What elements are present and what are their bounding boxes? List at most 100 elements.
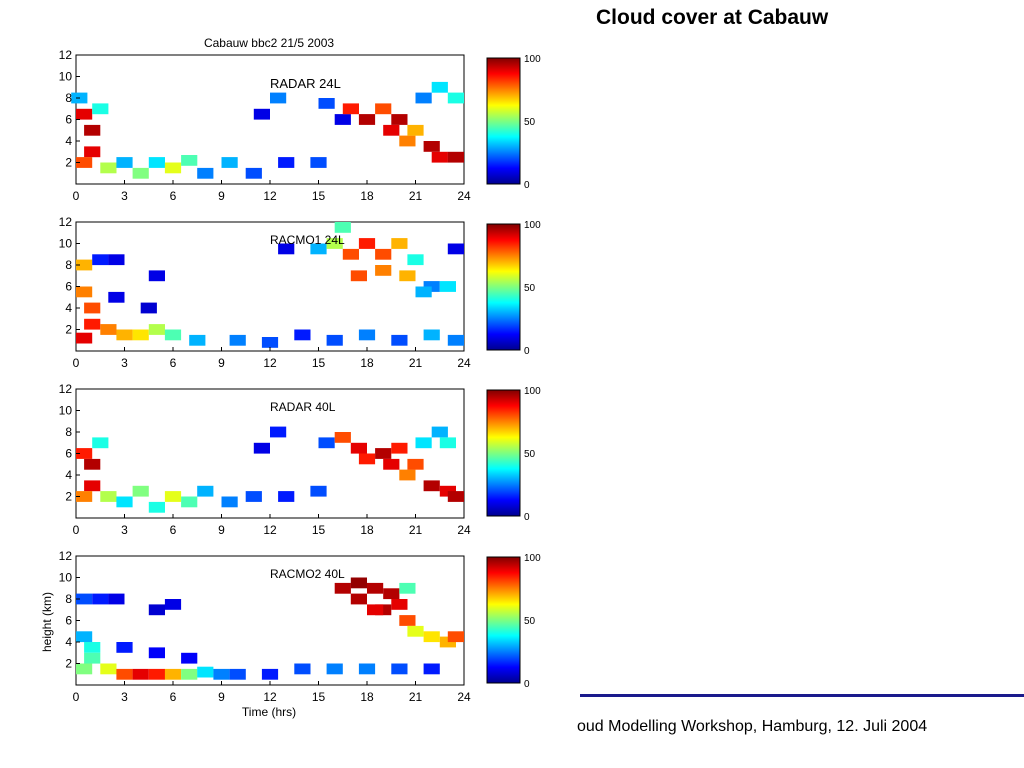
panel-3-label: RADAR 40L [270, 400, 336, 414]
colorbar-3: 100 50 0 [486, 386, 541, 523]
heatmap-cell [383, 124, 400, 136]
heatmap-cell [116, 668, 133, 680]
x-tick-label: 15 [312, 189, 326, 203]
heatmap-cell [132, 167, 149, 179]
y-tick-label: 10 [59, 70, 73, 84]
heatmap-cell [391, 663, 408, 675]
colorbar-4-tick-bottom: 0 [524, 679, 530, 690]
colorbar-1-tick-bottom: 0 [524, 180, 530, 191]
heatmap-cell [116, 496, 133, 508]
heatmap-cell [383, 458, 400, 470]
heatmap-cell [342, 103, 359, 115]
x-tick-label: 15 [312, 523, 326, 537]
x-tick-label: 3 [121, 189, 128, 203]
heatmap-cell [294, 663, 311, 675]
heatmap-cell [415, 286, 432, 298]
y-tick-label: 4 [65, 301, 72, 315]
heatmap-cell [100, 663, 117, 675]
heatmap-cell [108, 593, 125, 605]
heatmap-cell [318, 437, 335, 449]
heatmap-cell [108, 291, 125, 303]
heatmap-cell [197, 167, 214, 179]
x-tick-label: 9 [218, 189, 225, 203]
panel-1-label: RADAR 24L [270, 76, 341, 91]
heatmap-cell [92, 254, 109, 266]
heatmap-cell [391, 334, 408, 346]
heatmap-cell [423, 631, 440, 643]
x-tick-label: 21 [409, 189, 423, 203]
x-tick-label: 24 [457, 690, 471, 704]
colorbar-2-tick-mid: 50 [524, 283, 536, 294]
x-tick-label: 6 [170, 523, 177, 537]
y-tick-label: 4 [65, 134, 72, 148]
heatmap-cell [132, 668, 149, 680]
y-tick-label: 12 [59, 215, 73, 229]
y-axis-label: height (km) [40, 592, 54, 652]
heatmap-cell [334, 222, 351, 233]
heatmap-cell [358, 329, 376, 341]
heatmap-cell [116, 157, 133, 168]
x-tick-label: 18 [360, 189, 374, 203]
heatmap-cell [447, 151, 464, 163]
heatmap-cell [253, 108, 270, 120]
x-tick-label: 3 [121, 523, 128, 537]
colorbar-1-scale [486, 57, 521, 185]
panel-2-cells [76, 222, 464, 348]
y-tick-label: 2 [65, 490, 72, 504]
y-tick-label: 2 [65, 156, 72, 170]
heatmap-cell [375, 265, 392, 276]
heatmap-cell [140, 302, 157, 314]
panel-3-cells [76, 426, 464, 513]
heatmap-cell [108, 254, 125, 266]
heatmap-cell [326, 663, 343, 675]
heatmap-cell [76, 157, 93, 168]
heatmap-cell [358, 453, 376, 465]
heatmap-cell [100, 491, 117, 502]
panel-1-cells [71, 81, 464, 179]
x-tick-label: 12 [263, 523, 277, 537]
heatmap-cell [399, 135, 416, 147]
heatmap-cell [181, 155, 198, 166]
heatmap-cell [375, 448, 392, 459]
colorbar-1-tick-mid: 50 [524, 117, 536, 128]
y-tick-label: 4 [65, 635, 72, 649]
heatmap-cell [415, 437, 432, 449]
y-tick-label: 2 [65, 323, 72, 337]
heatmap-cell [350, 270, 367, 282]
heatmap-cell [213, 668, 230, 680]
heatmap-cell [399, 582, 416, 594]
heatmap-cell [270, 92, 287, 104]
heatmap-cell [278, 157, 295, 168]
x-tick-label: 12 [263, 189, 277, 203]
x-tick-label: 0 [73, 189, 80, 203]
heatmap-cell [399, 615, 416, 626]
heatmap-cell [391, 599, 408, 610]
heatmap-cell [76, 491, 93, 502]
y-tick-label: 6 [65, 614, 72, 628]
footer-divider [580, 694, 1024, 697]
heatmap-cell [76, 286, 93, 298]
heatmap-cell [423, 329, 440, 341]
heatmap-cell [221, 157, 238, 168]
heatmap-cell [164, 668, 182, 680]
x-tick-label: 6 [170, 189, 177, 203]
panel-3-xticks: 0 3 6 9 12 15 18 21 24 [73, 514, 471, 537]
colorbar-4: 100 50 0 [486, 553, 541, 690]
panel-4-yticks: 2 4 6 8 10 12 [59, 549, 80, 671]
heatmap-cell [318, 98, 335, 109]
heatmap-cell [407, 458, 424, 470]
heatmap-cell [350, 577, 367, 589]
x-tick-label: 18 [360, 523, 374, 537]
heatmap-cell [148, 604, 165, 616]
heatmap-cell [84, 480, 101, 492]
heatmap-cell [439, 437, 456, 449]
panel-2-label: RACMO1 24L [270, 233, 345, 247]
colorbar-2-scale [486, 223, 521, 351]
heatmap-cell [350, 442, 367, 454]
heatmap-cell [447, 491, 464, 502]
heatmap-cell [76, 259, 93, 271]
x-tick-label: 9 [218, 690, 225, 704]
x-tick-label: 24 [457, 189, 471, 203]
